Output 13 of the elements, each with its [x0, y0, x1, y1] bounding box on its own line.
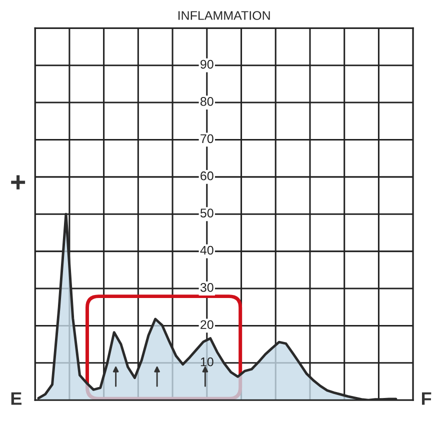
y-tick-label: 80: [200, 97, 214, 106]
text: F: [422, 392, 432, 405]
text: E: [11, 392, 22, 405]
chart-title: INFLAMMATION: [178, 11, 270, 20]
y-tick-label: 30: [200, 283, 214, 292]
text: +: [11, 175, 26, 190]
y-tick-label: 40: [200, 246, 214, 255]
y-tick-label: 10: [200, 357, 214, 366]
y-tick-label: 90: [200, 60, 214, 69]
y-tick-label: 70: [200, 134, 214, 144]
y-tick-label: 20: [200, 320, 214, 330]
y-tick-label: 50: [200, 208, 214, 218]
y-tick-label: 60: [200, 171, 214, 180]
